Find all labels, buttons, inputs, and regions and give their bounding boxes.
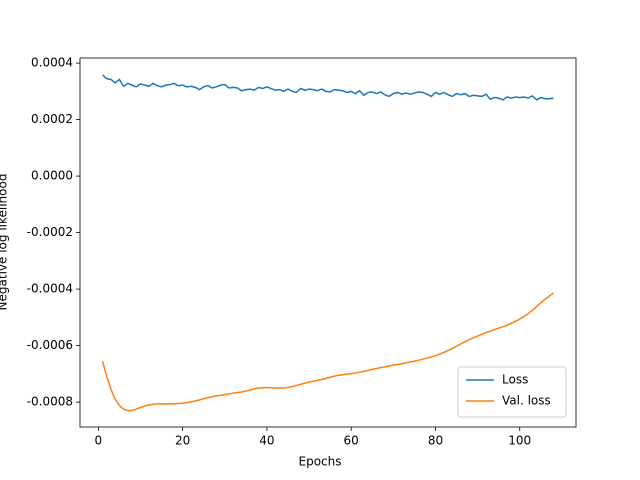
y-axis-label: Negative log likelihood	[0, 174, 10, 311]
x-tick-label: 100	[508, 434, 531, 448]
plot-frame	[79, 57, 577, 428]
series-line	[101, 292, 554, 412]
x-tick-label: 0	[95, 434, 103, 448]
x-tick-label: 20	[175, 434, 190, 448]
legend-label: Val. loss	[502, 394, 551, 408]
y-tick-label: 0.0000	[31, 169, 73, 183]
y-tick-label: -0.0006	[27, 338, 73, 352]
y-tick-label: -0.0008	[27, 395, 73, 409]
x-tick-label: 40	[259, 434, 274, 448]
x-axis-label: Epochs	[299, 455, 342, 469]
y-tick-label: -0.0004	[27, 282, 73, 296]
y-tick-label: -0.0002	[27, 225, 73, 239]
x-tick-label: 80	[428, 434, 443, 448]
series-line	[102, 74, 554, 101]
y-tick-label: 0.0004	[31, 56, 73, 70]
legend-label: Loss	[502, 373, 528, 387]
y-tick-label: 0.0002	[31, 112, 73, 126]
x-tick-label: 60	[344, 434, 359, 448]
